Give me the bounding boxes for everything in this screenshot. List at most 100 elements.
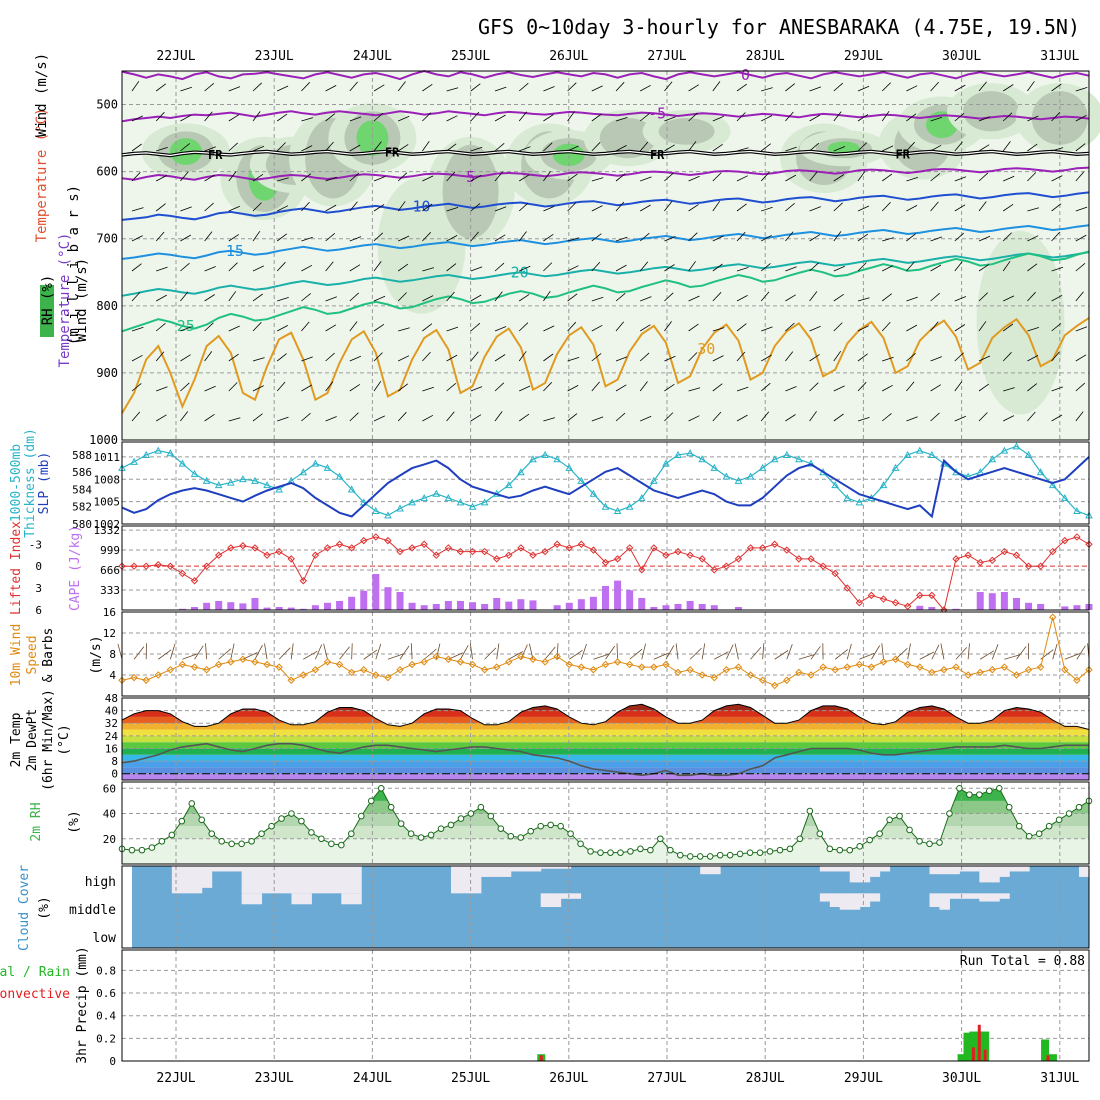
wind-barb xyxy=(639,381,648,392)
wind-barb xyxy=(615,201,625,212)
cloud-gap xyxy=(191,866,203,894)
wind10m-barb xyxy=(881,643,884,660)
rh2m-line-pt xyxy=(527,827,535,835)
rh2m-line-pt xyxy=(946,810,953,817)
wind-barb xyxy=(228,291,237,302)
cape-bar xyxy=(662,605,670,610)
slp-line xyxy=(121,456,1090,519)
date-top-26JUL: 26JUL xyxy=(549,49,588,64)
cape-bar xyxy=(517,599,525,610)
wind10m-line-pt xyxy=(130,673,138,682)
cloud-gap xyxy=(540,866,552,869)
date-bottom-31JUL: 31JUL xyxy=(1040,1071,1079,1086)
cape-bar xyxy=(493,598,501,610)
wind-barb xyxy=(712,327,725,332)
wind-barb xyxy=(906,85,918,92)
rh2m-line-pt xyxy=(298,817,305,825)
thickness-line-pt xyxy=(214,481,223,489)
rh2m-line-pt xyxy=(328,840,335,848)
cape-bar xyxy=(553,605,561,610)
wind-barb xyxy=(881,202,891,212)
wind-barb xyxy=(736,386,749,392)
temp-ytick: 8 xyxy=(111,755,118,768)
wind10m-line-pt xyxy=(674,668,682,677)
thickness-line-pt xyxy=(275,485,283,493)
wind-barb xyxy=(591,296,604,302)
wind10m-barb xyxy=(169,643,176,660)
isotherm--5 xyxy=(121,110,1090,123)
slp-ytick-left: 582 xyxy=(72,501,92,514)
wind-barb xyxy=(180,291,189,302)
wind10m-line-pt xyxy=(263,660,271,669)
slp-ytick-right: 1008 xyxy=(94,473,121,486)
wind-barb xyxy=(1051,386,1064,392)
thickness-line-pt xyxy=(589,489,598,497)
wind-barb xyxy=(543,325,555,332)
isotherm-label-5: 5 xyxy=(466,168,475,186)
precip-total-bar xyxy=(981,1031,990,1061)
precip-ytick: 0.8 xyxy=(96,964,116,977)
li-line-pt xyxy=(613,555,622,563)
cape-bar xyxy=(275,607,283,610)
date-axis-bottom: 22JUL 23JUL 24JUL 25JUL 26JUL 27JUL 28JUL 29JUL… xyxy=(156,1071,1079,1086)
isotherm-10 xyxy=(121,191,1090,221)
wind-barb xyxy=(470,231,479,242)
wind-barb xyxy=(543,262,553,272)
wind-barb xyxy=(688,84,700,92)
rh-shade xyxy=(356,120,389,156)
wind-barb xyxy=(664,292,674,302)
wind-barb xyxy=(760,291,770,302)
rh-ytick: 20 xyxy=(103,833,116,846)
isotherm-0 xyxy=(121,69,1090,81)
wind-barb xyxy=(325,176,338,182)
wind-barb xyxy=(785,202,795,212)
date-bottom-26JUL: 26JUL xyxy=(549,1071,588,1086)
wind-barb xyxy=(664,355,676,362)
wind-barb xyxy=(228,142,238,152)
wind-barb xyxy=(1002,260,1011,272)
thickness-line-pt xyxy=(1048,481,1057,489)
cape-bar xyxy=(988,593,996,610)
cape-bar xyxy=(299,608,307,610)
wind-barb xyxy=(978,116,991,122)
rh2m-line-pt xyxy=(637,845,644,853)
wind-barb xyxy=(518,413,530,422)
wind-barb xyxy=(881,110,890,122)
wind10m-line-pt xyxy=(976,668,984,677)
panel-cape xyxy=(118,525,1093,614)
wind10m-barb xyxy=(774,650,789,660)
wind-barb xyxy=(349,236,362,242)
wind10m-barb xyxy=(1004,654,1020,660)
wind-ytick: 4 xyxy=(109,669,116,682)
thickness-line-pt xyxy=(674,450,682,458)
wind-barb xyxy=(1027,327,1040,332)
wind-barb xyxy=(639,352,650,362)
wind10m-line-pt xyxy=(517,652,525,661)
ua-ytick-900: 900 xyxy=(96,366,118,380)
wind10m-barb xyxy=(484,647,497,660)
rh2m-line-pt xyxy=(218,837,225,845)
cloud-gap xyxy=(520,866,532,872)
li-line-pt xyxy=(891,598,900,607)
li-line-pt xyxy=(952,555,960,563)
cape-bar xyxy=(928,607,936,610)
rh2m-line-pt xyxy=(786,845,794,853)
wind-barb xyxy=(930,173,941,182)
li-line-pt xyxy=(758,544,767,552)
li-line-pt xyxy=(746,544,755,552)
precip-total-bar xyxy=(969,1031,978,1061)
wind-barb xyxy=(398,115,410,122)
thickness-line-pt xyxy=(625,502,634,510)
wind-barb xyxy=(1075,291,1084,302)
wind10m-barb xyxy=(1064,653,1080,660)
wind10m-line-pt xyxy=(903,660,912,669)
wind-barb xyxy=(978,412,988,422)
ua-ylabel-mb: (m i l l i b a r s) xyxy=(66,185,82,345)
cloud-gap xyxy=(241,866,253,894)
cloud-gap xyxy=(311,866,322,894)
wind-barb xyxy=(760,263,771,272)
date-top-31JUL: 31JUL xyxy=(1040,49,1079,64)
wind10m-line-pt xyxy=(299,671,308,679)
temp-band xyxy=(122,729,1089,736)
